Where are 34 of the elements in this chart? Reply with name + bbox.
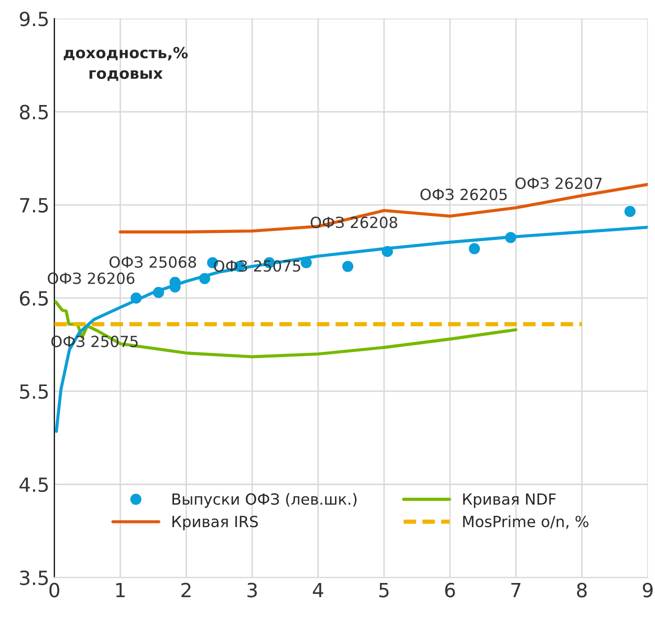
point	[624, 206, 636, 218]
legend-label: Кривая IRS	[172, 516, 258, 530]
y-tick-label: 4.5	[20, 478, 48, 492]
legend-label: MosPrime o/n, %	[463, 515, 588, 529]
x-tick-label: 9	[642, 582, 653, 598]
annotation: ОФЗ 26207	[515, 178, 602, 190]
y-tick-label: 3.5	[20, 570, 48, 586]
y-tick-label: 7.5	[20, 198, 48, 213]
x-tick-label: 6	[445, 582, 455, 598]
y-tick-label: 5.5	[20, 384, 48, 399]
annotation: ОФЗ 25068	[110, 256, 196, 268]
point	[130, 292, 142, 304]
point	[199, 272, 210, 284]
legend-label: Кривая NDF	[463, 494, 556, 508]
x-tick-label: 0	[49, 582, 60, 598]
point	[505, 232, 516, 244]
point	[468, 243, 480, 254]
point	[342, 260, 354, 272]
x-tick-label: 1	[116, 582, 125, 598]
x-tick-label: 2	[181, 582, 190, 598]
x-tick-label: 7	[511, 582, 520, 598]
y-tick-label: 9.5	[20, 12, 48, 26]
x-tick-label: 4	[312, 582, 324, 598]
point	[300, 257, 312, 268]
y-tick-label: 6.5	[20, 291, 48, 306]
annotation: ОФЗ 26205	[420, 188, 507, 200]
point	[382, 246, 393, 258]
y-tick-label: 8.5	[20, 104, 48, 120]
point	[152, 286, 164, 298]
x-tick-label: 5	[379, 582, 389, 598]
x-tick-label: 8	[576, 582, 587, 598]
legend-label: Выпуски ОФЗ (лев.шк.)	[172, 493, 357, 508]
x-tick-label: 3	[247, 582, 257, 598]
annotation: доходность,% годовых	[64, 46, 188, 81]
